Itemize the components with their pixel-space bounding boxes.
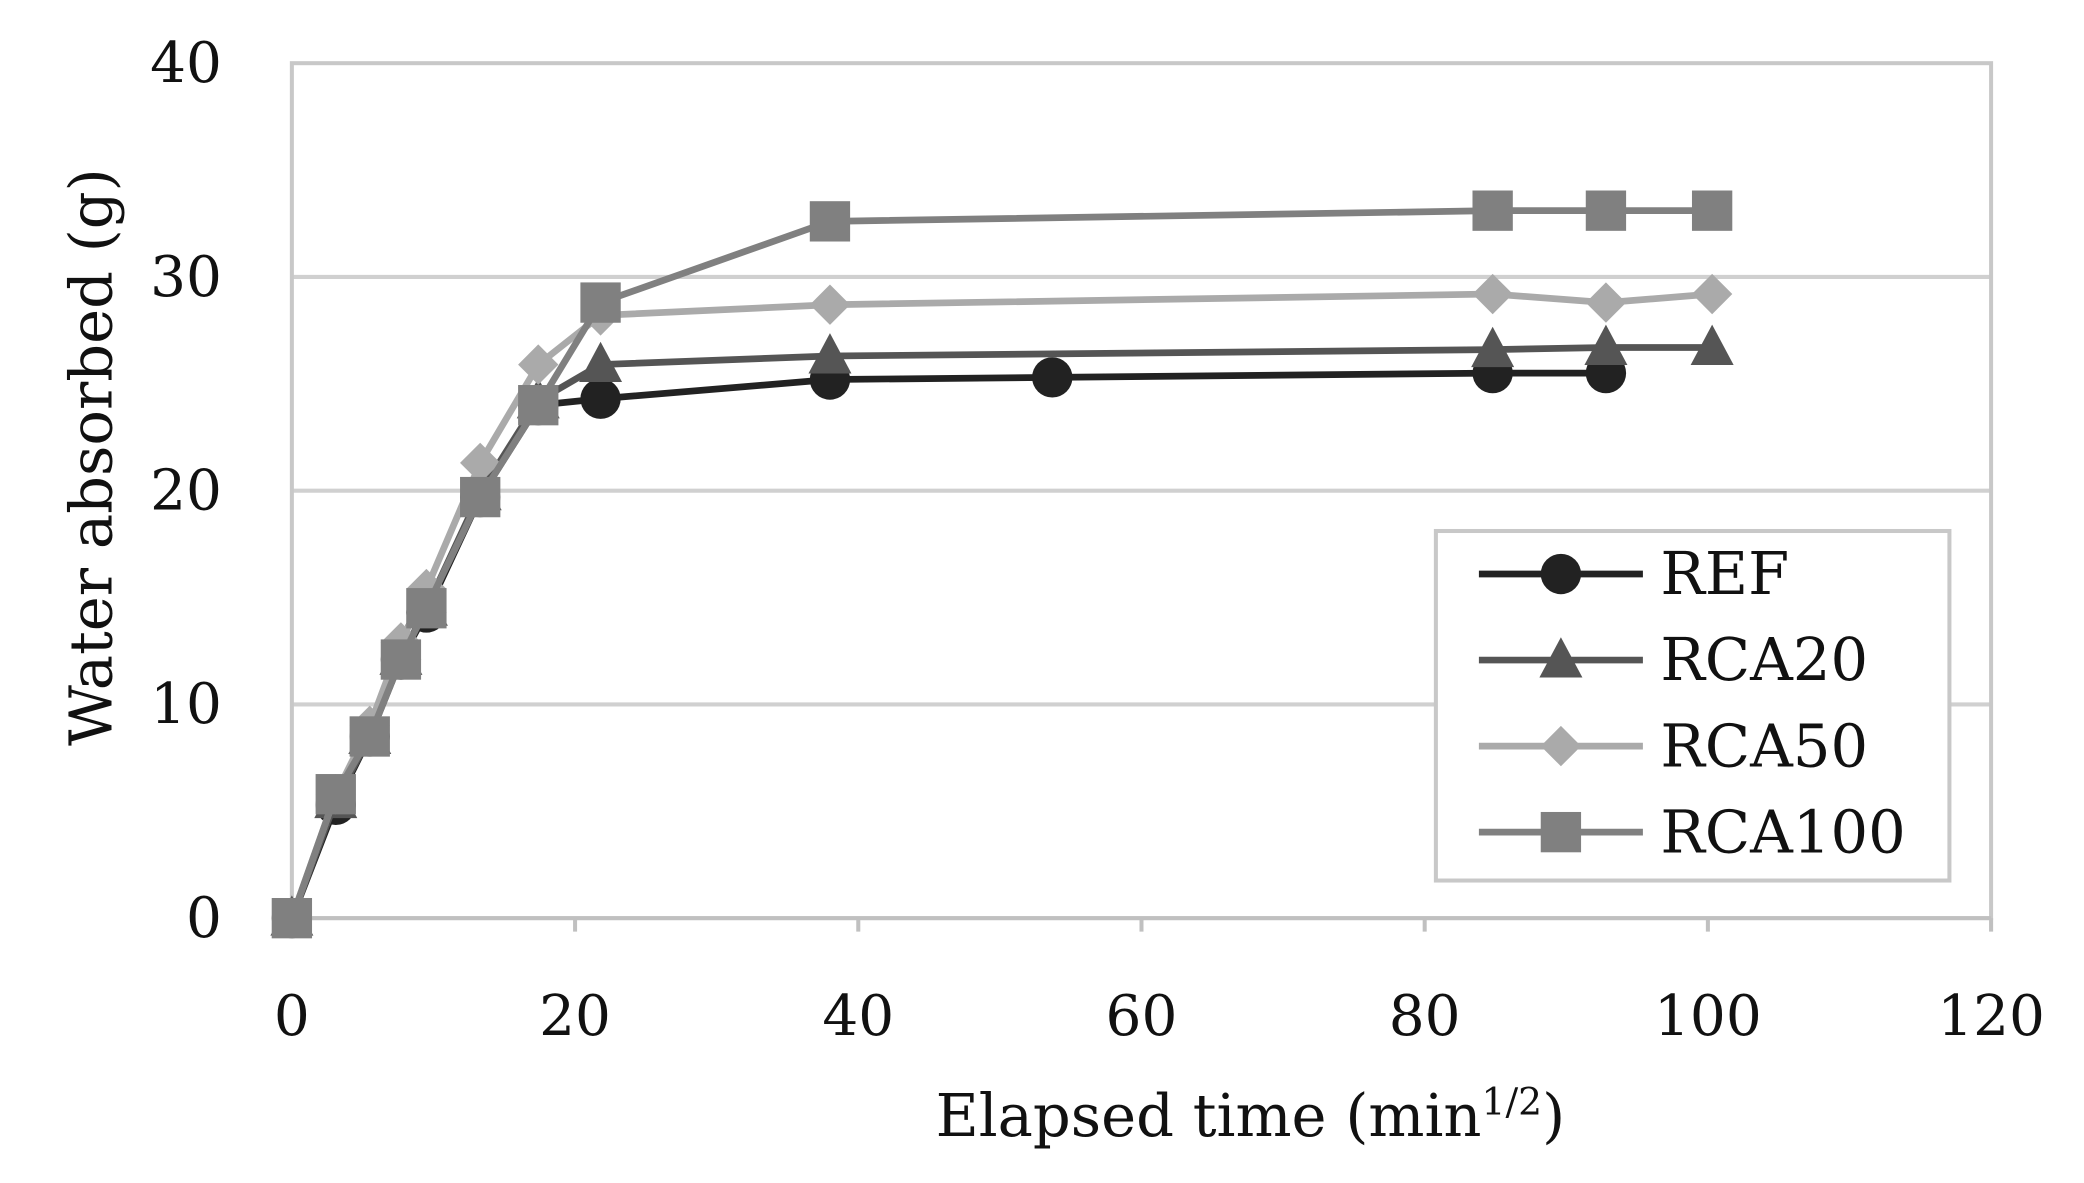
data-point-circle <box>1540 553 1582 595</box>
legend: REF RCA20 RCA50 RCA100 <box>1433 528 1952 883</box>
data-point-diamond <box>460 442 501 484</box>
series-rca100 <box>271 190 1733 939</box>
data-point-square <box>809 201 851 242</box>
data-point-square <box>349 716 390 757</box>
data-point-diamond <box>1472 273 1513 315</box>
data-point-square <box>406 588 447 629</box>
data-point-square <box>380 639 422 680</box>
x-tick-label: 120 <box>1937 984 2045 1049</box>
series-group <box>270 190 1734 939</box>
x-tick-label: 0 <box>274 984 310 1049</box>
legend-label: RCA20 <box>1660 625 1868 694</box>
data-point-diamond <box>518 344 559 385</box>
data-point-triangle <box>579 341 623 383</box>
data-point-square <box>271 898 313 939</box>
data-point-square <box>1585 190 1627 231</box>
legend-box <box>1433 528 1952 883</box>
x-tick-label: 80 <box>1389 984 1461 1049</box>
y-axis-label: Water absorbed (g) <box>57 168 126 746</box>
x-tick-label: 60 <box>1106 984 1178 1049</box>
data-point-circle <box>580 378 621 419</box>
data-point-square <box>1472 190 1513 231</box>
data-point-square <box>315 774 356 815</box>
legend-label: RCA50 <box>1660 711 1868 780</box>
y-tick-label: 20 <box>150 458 222 523</box>
x-tick-label: 100 <box>1654 984 1762 1049</box>
series-ref <box>271 352 1627 939</box>
data-point-square <box>580 282 621 323</box>
x-axis-label: Elapsed time (min1/2) <box>936 1079 1566 1150</box>
data-point-square <box>1540 811 1582 853</box>
data-point-square <box>1691 190 1733 231</box>
data-point-triangle <box>1539 637 1583 678</box>
axes: 0 10 20 30 40 0 20 40 60 80 100 120 <box>150 31 2045 1049</box>
data-point-diamond <box>1585 282 1627 323</box>
data-point-triangle <box>808 333 852 374</box>
y-tick-label: 0 <box>186 886 222 951</box>
data-point-diamond <box>1540 725 1582 767</box>
data-point-diamond <box>809 284 851 325</box>
y-tick-label: 10 <box>150 672 222 737</box>
legend-label: REF <box>1660 539 1789 608</box>
legend-label: RCA100 <box>1660 797 1905 866</box>
data-point-square <box>460 476 501 518</box>
data-point-circle <box>1032 357 1073 398</box>
data-point-diamond <box>1691 273 1733 315</box>
data-point-triangle <box>1690 324 1734 365</box>
x-tick-label: 40 <box>822 984 894 1049</box>
data-point-triangle <box>1471 326 1515 368</box>
data-point-triangle <box>1584 324 1628 365</box>
y-tick-label: 30 <box>150 245 222 310</box>
data-point-square <box>518 385 559 426</box>
y-tick-label: 40 <box>150 31 222 96</box>
x-tick-label: 20 <box>539 984 611 1049</box>
